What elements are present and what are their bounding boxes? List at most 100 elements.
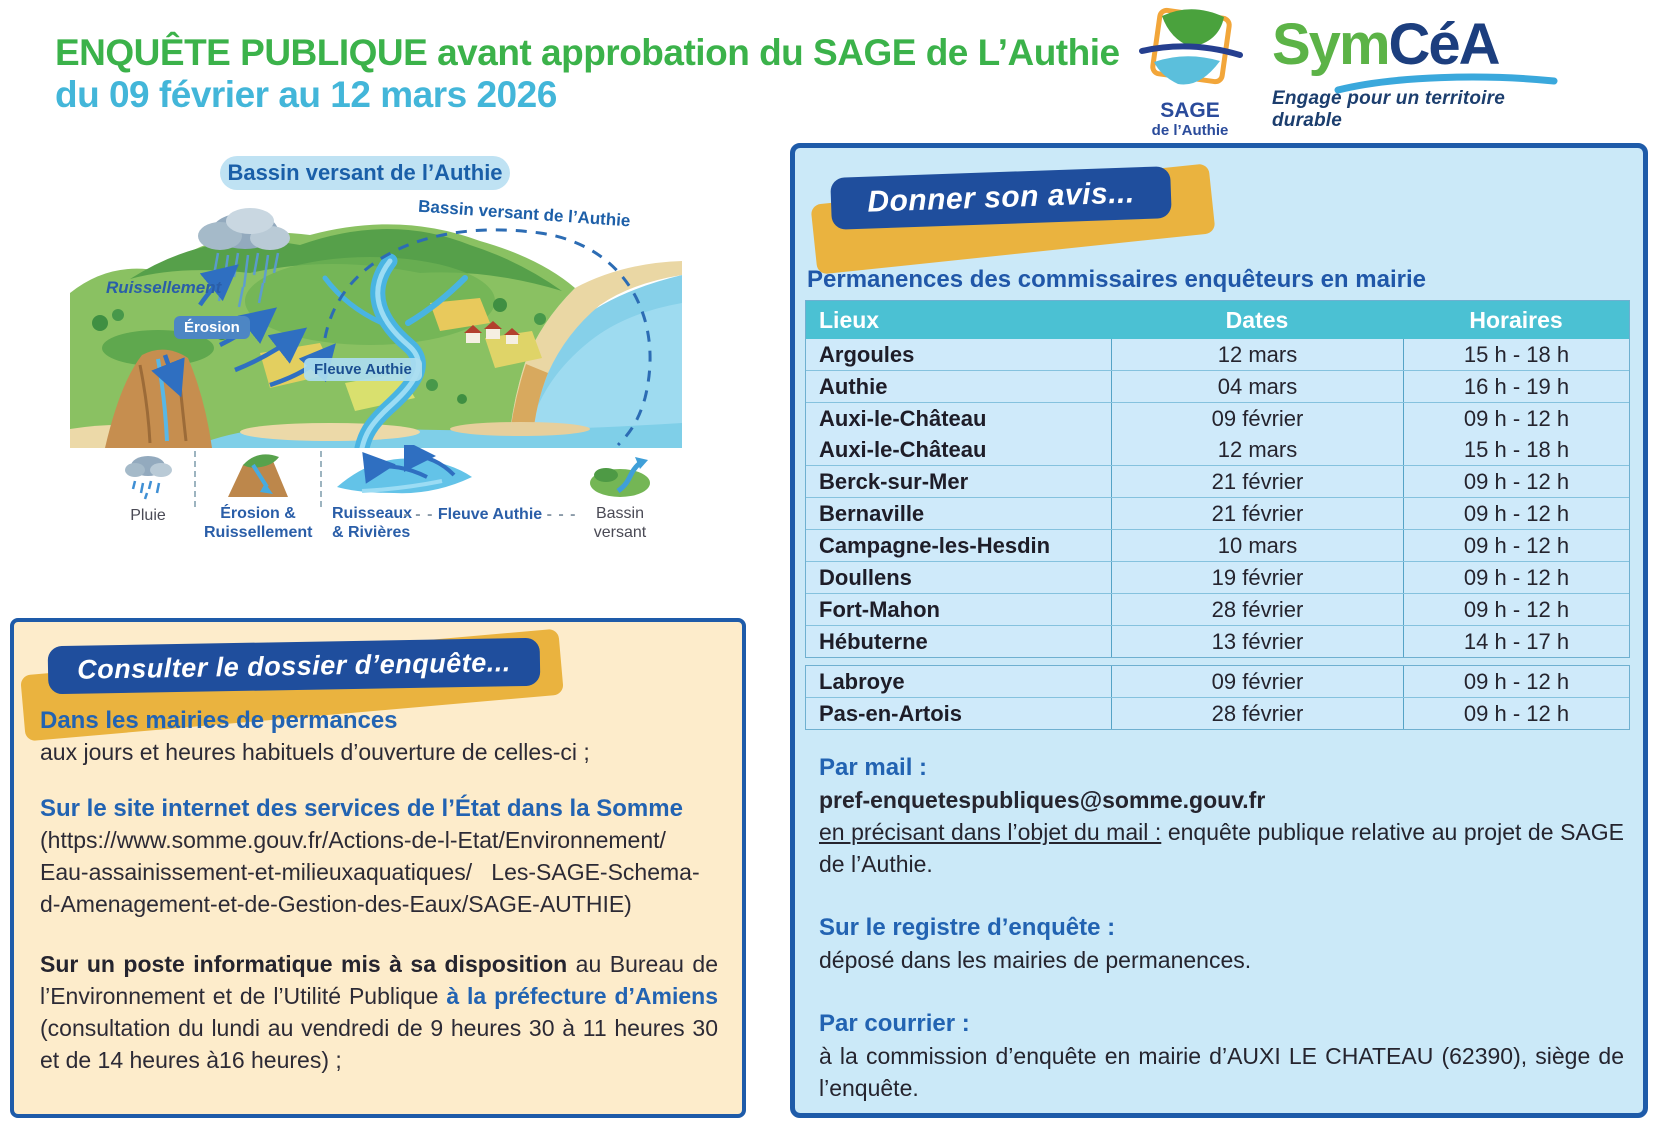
consult-url-line1[interactable]: (https://www.somme.gouv.fr/Actions-de-l-… [40, 827, 666, 853]
cell-date: 09 février 12 mars [1111, 403, 1403, 465]
cell-lieu: Hébuterne [819, 629, 928, 654]
cell-date: 28 février [1111, 698, 1403, 729]
avis-badge: Donner son avis... [810, 163, 1216, 275]
legend-label-erosion-line1: Érosion & [220, 505, 296, 522]
consult-badge-label: Consulter le dossier d’enquête... [47, 637, 541, 695]
sage-logo-name: SAGE [1160, 99, 1220, 122]
legend-label-pluie: Pluie [130, 507, 166, 524]
sage-logo-subtitle: de l’Authie [1151, 122, 1229, 139]
cell-lieu: Doullens [819, 565, 912, 590]
legend-item-erosion: Érosion & Ruissellement [204, 447, 312, 542]
permanences-table: Lieux Dates Horaires Argoules 12 mars 15… [805, 300, 1630, 658]
mail-email[interactable]: pref-enquetespubliques@somme.gouv.fr [819, 787, 1266, 813]
table-row-auxi-group: Auxi-le-Château Auxi-le-Château 09 févri… [806, 403, 1629, 466]
consult-section1-heading: Dans les mairies de permances [40, 707, 398, 734]
sage-authie-logo: SAGE de l’Authie [1118, 4, 1262, 139]
cell-date: 04 mars [1111, 371, 1403, 402]
cell-lieu: Labroye [819, 669, 905, 694]
cell-horaire: 09 h - 12 h [1403, 498, 1629, 529]
legend-label-bassin: Bassin versant [593, 505, 647, 541]
table-row: Campagne-les-Hesdin 10 mars 09 h - 12 h [806, 530, 1629, 562]
page-title: ENQUÊTE PUBLIQUE avant approbation du SA… [55, 32, 1120, 116]
symcea-wordmark: SymCéA [1272, 12, 1501, 77]
table-row: Hébuterne 13 février 14 h - 17 h [806, 626, 1629, 657]
mail-note-underlined: en précisant dans l’objet du mail : [819, 819, 1162, 845]
streams-icon [337, 439, 472, 494]
symcea-tagline: Engagé pour un territoire durable [1272, 88, 1506, 131]
courrier-heading: Par courrier : [819, 1010, 970, 1037]
cell-horaire: 16 h - 19 h [1403, 371, 1629, 402]
legend-label-fleuve: Fleuve Authie [437, 506, 543, 523]
registre-body: déposé dans les mairies de permanences. [819, 947, 1252, 973]
avis-panel-content: Permanences des commissaires enquêteurs … [805, 266, 1630, 1104]
cell-lieu: Fort-Mahon [819, 597, 940, 622]
legend-separator [320, 451, 322, 507]
sage-logo-icon [1139, 7, 1243, 85]
cell-horaire: 09 h - 12 h [1403, 466, 1629, 497]
legend-dash: - - - [403, 506, 434, 523]
bassin-versant-icon [590, 457, 650, 497]
courrier-body: à la commission d’enquête en mairie d’AU… [819, 1043, 1624, 1101]
cell-horaire: 15 h - 18 h [1403, 339, 1629, 370]
consult-section2-heading: Sur le site internet des services de l’É… [40, 795, 683, 822]
table-row: Berck-sur-Mer 21 février 09 h - 12 h [806, 466, 1629, 498]
column-header-dates: Dates [1225, 307, 1289, 333]
cell-lieu: Auxi-le-Château Auxi-le-Château [819, 406, 987, 462]
table-row: Authie 04 mars 16 h - 19 h [806, 371, 1629, 403]
cell-date: 28 février [1111, 594, 1403, 625]
symcea-logo: SymCéA Engagé pour un territoire durable [1272, 16, 1562, 132]
legend-label-erosion-line2: Ruissellement [204, 524, 313, 541]
watershed-scene [70, 208, 682, 448]
consult-url-line2[interactable]: Eau-assainissement-et-milieuxaquatiques/… [40, 859, 700, 885]
erosion-cliff-icon [228, 454, 288, 497]
consult-panel: Consulter le dossier d’enquête... Dans l… [10, 618, 746, 1118]
legend-item-ruisseaux: Ruisseaux & Rivières [332, 439, 482, 542]
cell-lieu: Berck-sur-Mer [819, 469, 969, 494]
symcea-swoosh-icon [1334, 73, 1558, 94]
illustration-title: Bassin versant de l’Authie [227, 160, 503, 185]
consult-section3-prefecture: à la préfecture d’Amiens [446, 983, 718, 1009]
label-ruissellement: Ruissellement [106, 278, 222, 297]
illustration-title-band: Bassin versant de l’Authie [220, 156, 510, 190]
table-row: Doullens 19 février 09 h - 12 h [806, 562, 1629, 594]
cell-date: 21 février [1111, 498, 1403, 529]
avis-contact-sections: Par mail : pref-enquetespubliques@somme.… [805, 752, 1630, 1104]
consult-section3-bold: Sur un poste informatique mis à sa dispo… [40, 951, 568, 977]
table-row: Fort-Mahon 28 février 09 h - 12 h [806, 594, 1629, 626]
consult-url-line3[interactable]: d-Amenagement-et-de-Gestion-des-Eaux/SAG… [40, 891, 632, 917]
consult-badge: Consulter le dossier d’enquête... [20, 628, 564, 742]
column-header-lieux: Lieux [819, 307, 880, 333]
label-fleuve-authie: Fleuve Authie [304, 358, 422, 381]
cell-horaire: 14 h - 17 h [1403, 626, 1629, 657]
watershed-illustration: Bassin versant de l’Authie [70, 148, 682, 550]
table-gap [805, 658, 1630, 665]
permanences-table-title: Permanences des commissaires enquêteurs … [807, 266, 1426, 293]
page-title-line2: du 09 février au 12 mars 2026 [55, 74, 557, 115]
cell-lieu: Pas-en-Artois [819, 701, 963, 726]
cell-horaire: 09 h - 12 h [1403, 530, 1629, 561]
table-row: Argoules 12 mars 15 h - 18 h [806, 339, 1629, 371]
permanences-table-part2: Labroye 09 février 09 h - 12 h Pas-en-Ar… [805, 665, 1630, 730]
legend-dash: - - - [546, 506, 577, 523]
mail-note: en précisant dans l’objet du mail : enqu… [819, 819, 1624, 877]
cell-horaire: 09 h - 12 h [1403, 594, 1629, 625]
legend-item-fleuve: - - - Fleuve Authie - - - [400, 505, 580, 524]
cell-horaire: 09 h - 12 h [1403, 562, 1629, 593]
cell-date: 21 février [1111, 466, 1403, 497]
cell-date: 12 mars [1111, 339, 1403, 370]
mail-heading: Par mail : [819, 754, 928, 781]
cell-date: 09 février [1111, 666, 1403, 697]
label-erosion: Érosion [174, 316, 250, 339]
cell-lieu: Campagne-les-Hesdin [819, 533, 1051, 558]
cell-horaire: 09 h - 12 h 15 h - 18 h [1403, 403, 1629, 465]
cell-lieu: Authie [819, 374, 888, 399]
rain-cloud-icon [125, 456, 172, 500]
cell-date: 13 février [1111, 626, 1403, 657]
cell-date: 10 mars [1111, 530, 1403, 561]
legend-label-ruisseaux-line1: Ruisseaux [332, 505, 413, 522]
legend-item-bassin: Bassin versant [570, 453, 670, 542]
column-header-horaires: Horaires [1469, 307, 1563, 333]
table-row: Labroye 09 février 09 h - 12 h [806, 666, 1629, 698]
illustration-legend: Pluie Érosion & Ruissellement [70, 439, 682, 548]
